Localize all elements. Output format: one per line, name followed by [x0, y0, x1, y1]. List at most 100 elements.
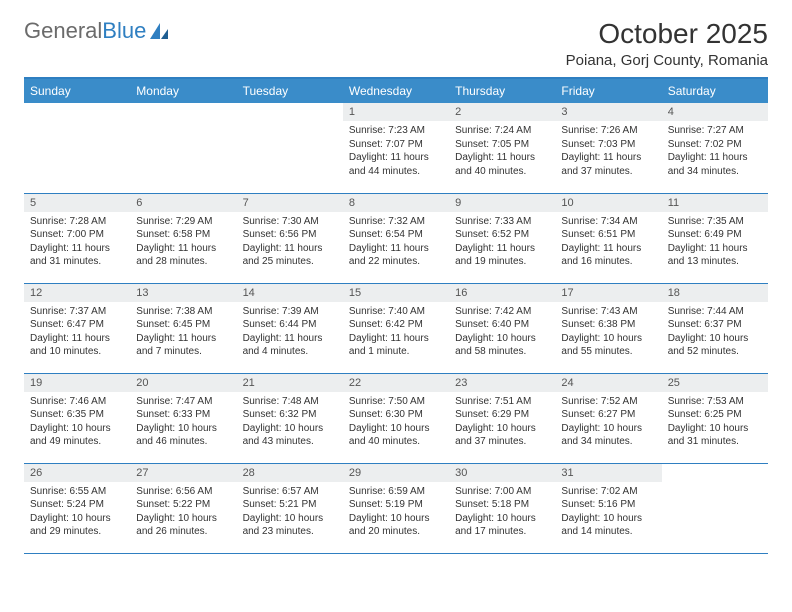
- daylight-text: Daylight: 10 hours and 23 minutes.: [243, 512, 337, 539]
- calendar-cell: 2Sunrise: 7:24 AMSunset: 7:05 PMDaylight…: [449, 103, 555, 193]
- day-number: 11: [662, 194, 768, 212]
- day-number: 8: [343, 194, 449, 212]
- sunrise-text: Sunrise: 7:40 AM: [349, 305, 443, 319]
- sunset-text: Sunset: 7:02 PM: [668, 138, 762, 152]
- calendar-cell: 8Sunrise: 7:32 AMSunset: 6:54 PMDaylight…: [343, 193, 449, 283]
- daylight-text: Daylight: 10 hours and 14 minutes.: [561, 512, 655, 539]
- day-info: Sunrise: 7:42 AMSunset: 6:40 PMDaylight:…: [449, 302, 555, 364]
- sunset-text: Sunset: 6:33 PM: [136, 408, 230, 422]
- day-info: Sunrise: 6:57 AMSunset: 5:21 PMDaylight:…: [237, 482, 343, 544]
- calendar-cell: 13Sunrise: 7:38 AMSunset: 6:45 PMDayligh…: [130, 283, 236, 373]
- day-number: 6: [130, 194, 236, 212]
- sunrise-text: Sunrise: 7:29 AM: [136, 215, 230, 229]
- sunrise-text: Sunrise: 6:55 AM: [30, 485, 124, 499]
- day-info: Sunrise: 7:34 AMSunset: 6:51 PMDaylight:…: [555, 212, 661, 274]
- daylight-text: Daylight: 11 hours and 7 minutes.: [136, 332, 230, 359]
- sunset-text: Sunset: 6:27 PM: [561, 408, 655, 422]
- daylight-text: Daylight: 11 hours and 25 minutes.: [243, 242, 337, 269]
- sunrise-text: Sunrise: 7:53 AM: [668, 395, 762, 409]
- sunset-text: Sunset: 6:38 PM: [561, 318, 655, 332]
- day-number: 17: [555, 284, 661, 302]
- sunset-text: Sunset: 6:25 PM: [668, 408, 762, 422]
- day-info: Sunrise: 7:47 AMSunset: 6:33 PMDaylight:…: [130, 392, 236, 454]
- sunrise-text: Sunrise: 7:37 AM: [30, 305, 124, 319]
- sunrise-text: Sunrise: 7:28 AM: [30, 215, 124, 229]
- sunset-text: Sunset: 5:21 PM: [243, 498, 337, 512]
- daylight-text: Daylight: 11 hours and 31 minutes.: [30, 242, 124, 269]
- calendar-cell: 14Sunrise: 7:39 AMSunset: 6:44 PMDayligh…: [237, 283, 343, 373]
- sunset-text: Sunset: 5:16 PM: [561, 498, 655, 512]
- daylight-text: Daylight: 10 hours and 49 minutes.: [30, 422, 124, 449]
- sunrise-text: Sunrise: 7:24 AM: [455, 124, 549, 138]
- sunrise-text: Sunrise: 7:44 AM: [668, 305, 762, 319]
- daylight-text: Daylight: 11 hours and 19 minutes.: [455, 242, 549, 269]
- sunset-text: Sunset: 6:37 PM: [668, 318, 762, 332]
- daylight-text: Daylight: 11 hours and 13 minutes.: [668, 242, 762, 269]
- sunset-text: Sunset: 5:24 PM: [30, 498, 124, 512]
- logo: GeneralBlue: [24, 18, 170, 44]
- sunset-text: Sunset: 6:51 PM: [561, 228, 655, 242]
- calendar-cell: 10Sunrise: 7:34 AMSunset: 6:51 PMDayligh…: [555, 193, 661, 283]
- calendar-page: GeneralBlue October 2025 Poiana, Gorj Co…: [0, 0, 792, 572]
- sunset-text: Sunset: 6:32 PM: [243, 408, 337, 422]
- calendar-cell: 7Sunrise: 7:30 AMSunset: 6:56 PMDaylight…: [237, 193, 343, 283]
- sunset-text: Sunset: 6:56 PM: [243, 228, 337, 242]
- logo-text-2: Blue: [102, 18, 146, 44]
- sunrise-text: Sunrise: 7:50 AM: [349, 395, 443, 409]
- daylight-text: Daylight: 10 hours and 26 minutes.: [136, 512, 230, 539]
- calendar-cell: 19Sunrise: 7:46 AMSunset: 6:35 PMDayligh…: [24, 373, 130, 463]
- calendar-body: 1Sunrise: 7:23 AMSunset: 7:07 PMDaylight…: [24, 103, 768, 553]
- calendar-cell: 17Sunrise: 7:43 AMSunset: 6:38 PMDayligh…: [555, 283, 661, 373]
- day-number: 21: [237, 374, 343, 392]
- calendar-cell: 27Sunrise: 6:56 AMSunset: 5:22 PMDayligh…: [130, 463, 236, 553]
- sunrise-text: Sunrise: 7:38 AM: [136, 305, 230, 319]
- calendar-cell: 6Sunrise: 7:29 AMSunset: 6:58 PMDaylight…: [130, 193, 236, 283]
- day-info: Sunrise: 7:48 AMSunset: 6:32 PMDaylight:…: [237, 392, 343, 454]
- sunrise-text: Sunrise: 7:34 AM: [561, 215, 655, 229]
- day-info: Sunrise: 7:38 AMSunset: 6:45 PMDaylight:…: [130, 302, 236, 364]
- calendar-week-row: 1Sunrise: 7:23 AMSunset: 7:07 PMDaylight…: [24, 103, 768, 193]
- sunset-text: Sunset: 6:35 PM: [30, 408, 124, 422]
- sunset-text: Sunset: 7:00 PM: [30, 228, 124, 242]
- day-number: 2: [449, 103, 555, 121]
- day-number: 10: [555, 194, 661, 212]
- sunset-text: Sunset: 7:07 PM: [349, 138, 443, 152]
- day-info: Sunrise: 7:32 AMSunset: 6:54 PMDaylight:…: [343, 212, 449, 274]
- calendar-cell: 4Sunrise: 7:27 AMSunset: 7:02 PMDaylight…: [662, 103, 768, 193]
- sunrise-text: Sunrise: 7:48 AM: [243, 395, 337, 409]
- day-info: Sunrise: 7:30 AMSunset: 6:56 PMDaylight:…: [237, 212, 343, 274]
- day-number: 22: [343, 374, 449, 392]
- day-info: Sunrise: 7:40 AMSunset: 6:42 PMDaylight:…: [343, 302, 449, 364]
- day-info: Sunrise: 7:00 AMSunset: 5:18 PMDaylight:…: [449, 482, 555, 544]
- calendar-cell: 15Sunrise: 7:40 AMSunset: 6:42 PMDayligh…: [343, 283, 449, 373]
- logo-text-1: General: [24, 18, 102, 44]
- calendar-cell: 26Sunrise: 6:55 AMSunset: 5:24 PMDayligh…: [24, 463, 130, 553]
- sunset-text: Sunset: 6:52 PM: [455, 228, 549, 242]
- day-info: Sunrise: 7:53 AMSunset: 6:25 PMDaylight:…: [662, 392, 768, 454]
- day-number: 7: [237, 194, 343, 212]
- calendar-cell: 31Sunrise: 7:02 AMSunset: 5:16 PMDayligh…: [555, 463, 661, 553]
- header: GeneralBlue October 2025 Poiana, Gorj Co…: [24, 18, 768, 69]
- sunset-text: Sunset: 5:18 PM: [455, 498, 549, 512]
- sunrise-text: Sunrise: 7:35 AM: [668, 215, 762, 229]
- sunrise-text: Sunrise: 7:47 AM: [136, 395, 230, 409]
- sunset-text: Sunset: 6:30 PM: [349, 408, 443, 422]
- calendar-cell: 23Sunrise: 7:51 AMSunset: 6:29 PMDayligh…: [449, 373, 555, 463]
- sunrise-text: Sunrise: 7:39 AM: [243, 305, 337, 319]
- weekday-row: Sunday Monday Tuesday Wednesday Thursday…: [24, 78, 768, 103]
- calendar-cell: 11Sunrise: 7:35 AMSunset: 6:49 PMDayligh…: [662, 193, 768, 283]
- sunset-text: Sunset: 6:58 PM: [136, 228, 230, 242]
- sunset-text: Sunset: 6:47 PM: [30, 318, 124, 332]
- calendar-cell: 5Sunrise: 7:28 AMSunset: 7:00 PMDaylight…: [24, 193, 130, 283]
- day-info: Sunrise: 6:59 AMSunset: 5:19 PMDaylight:…: [343, 482, 449, 544]
- daylight-text: Daylight: 11 hours and 16 minutes.: [561, 242, 655, 269]
- day-number: 1: [343, 103, 449, 121]
- day-number: 25: [662, 374, 768, 392]
- calendar-cell: 9Sunrise: 7:33 AMSunset: 6:52 PMDaylight…: [449, 193, 555, 283]
- day-number: 4: [662, 103, 768, 121]
- calendar-cell: 21Sunrise: 7:48 AMSunset: 6:32 PMDayligh…: [237, 373, 343, 463]
- day-number: 30: [449, 464, 555, 482]
- day-number: 19: [24, 374, 130, 392]
- weekday-header: Thursday: [449, 78, 555, 103]
- location: Poiana, Gorj County, Romania: [566, 52, 768, 69]
